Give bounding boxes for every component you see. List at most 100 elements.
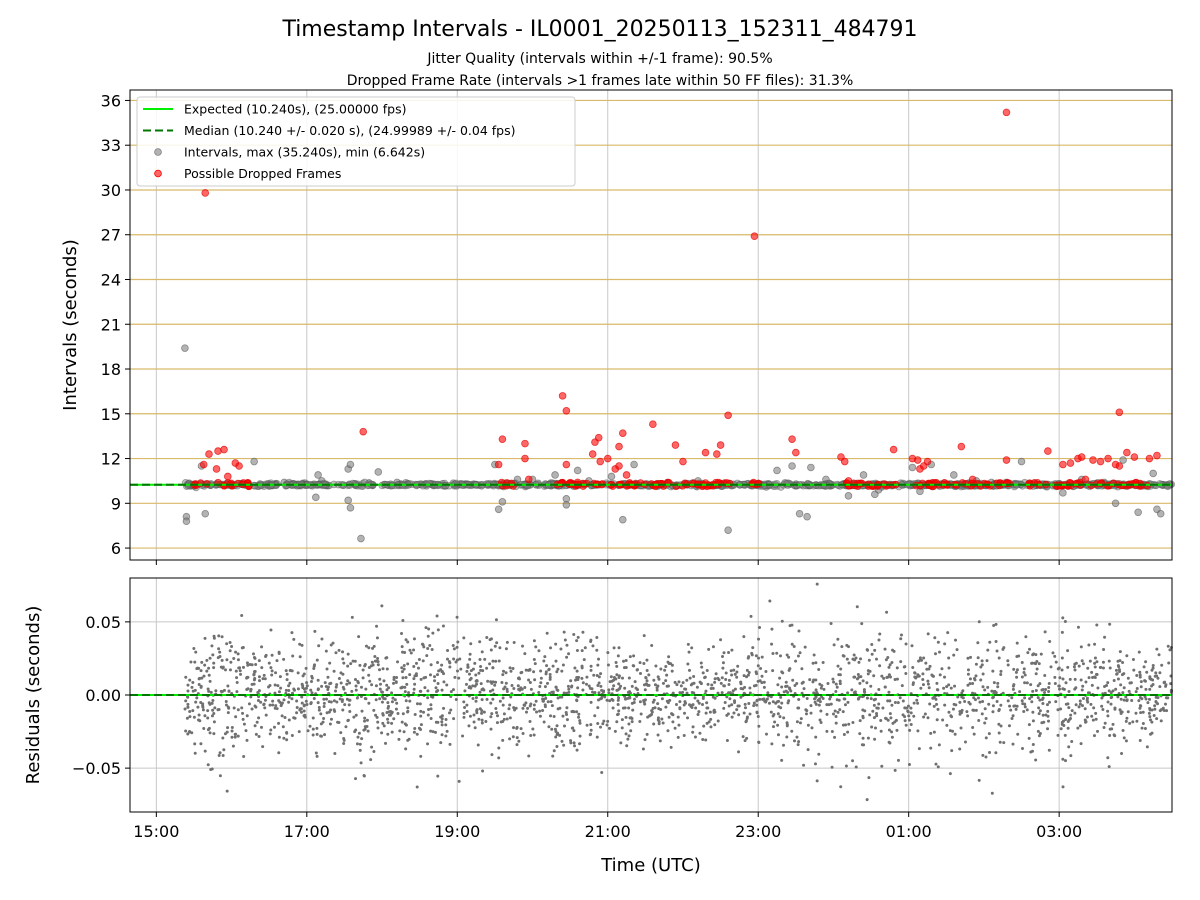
residual-point: [695, 685, 699, 689]
residual-point: [954, 638, 958, 642]
residual-point: [505, 640, 509, 644]
residual-point: [269, 666, 273, 670]
residual-point: [671, 691, 675, 695]
residual-point: [508, 703, 512, 707]
residual-point: [386, 721, 390, 725]
residual-point: [1076, 726, 1080, 730]
interval-point-42: [844, 492, 853, 500]
residual-point: [1027, 736, 1031, 740]
residual-point: [419, 709, 423, 713]
residual-point: [1106, 714, 1110, 718]
residual-point: [719, 681, 723, 685]
residual-point: [201, 702, 205, 706]
interval-point-39: [803, 512, 811, 521]
residual-point: [292, 687, 296, 691]
residual-point: [1031, 710, 1035, 714]
residual-point: [1043, 690, 1047, 694]
residual-point: [311, 727, 315, 731]
residual-point: [341, 672, 345, 676]
residual-point: [739, 680, 743, 684]
residual-point: [534, 645, 538, 649]
residual-point: [1047, 682, 1051, 686]
residual-point: [926, 679, 930, 683]
residual-point: [527, 754, 531, 758]
residual-point: [949, 714, 953, 718]
residual-point: [966, 672, 970, 676]
residual-point: [846, 691, 850, 695]
residual-point: [277, 721, 281, 725]
residual-point: [379, 682, 383, 686]
residual-point: [733, 672, 737, 676]
residual-point: [277, 751, 281, 755]
residual-point: [886, 656, 890, 660]
residual-point: [188, 709, 192, 713]
residual-point: [713, 680, 717, 684]
residual-point: [779, 695, 783, 699]
residual-point: [435, 614, 439, 618]
residual-point: [899, 637, 903, 641]
residual-point: [415, 702, 419, 706]
residual-point: [234, 669, 238, 673]
residual-point: [401, 712, 405, 716]
residual-point: [1025, 708, 1029, 712]
residual-point: [950, 749, 954, 753]
residual-point: [191, 681, 195, 685]
residual-point: [427, 627, 431, 631]
residual-point: [433, 730, 437, 734]
residual-point: [628, 716, 632, 720]
residual-point: [665, 699, 669, 703]
dropped-frame-point-13: [521, 454, 529, 463]
residual-point: [285, 738, 289, 742]
residual-point: [270, 653, 274, 657]
residual-point: [482, 688, 486, 692]
residual-point: [935, 702, 939, 706]
residual-point: [325, 711, 329, 715]
residual-point: [305, 684, 309, 688]
residual-point: [832, 680, 836, 684]
residual-point: [1015, 641, 1019, 645]
residual-point: [866, 736, 870, 740]
residual-point: [354, 684, 358, 688]
residual-point: [969, 655, 973, 659]
residual-point: [896, 701, 900, 705]
dropped-frame-point-49: [968, 475, 977, 484]
residual-point: [285, 672, 289, 676]
residual-point: [1135, 719, 1139, 723]
residual-point: [197, 682, 201, 686]
residual-point: [724, 678, 728, 682]
residual-point: [932, 730, 936, 734]
residual-point: [844, 764, 848, 768]
residual-point: [767, 701, 771, 705]
residual-point: [206, 687, 210, 691]
residual-point: [907, 718, 911, 722]
residual-point: [555, 724, 559, 728]
residual-point: [376, 726, 380, 730]
residual-point: [625, 744, 629, 748]
residual-point: [771, 669, 775, 673]
residual-point: [804, 712, 808, 716]
residual-point: [394, 681, 398, 685]
residual-point: [933, 652, 937, 656]
residual-point: [521, 644, 525, 648]
residual-point: [691, 730, 695, 734]
residual-point: [210, 644, 214, 648]
residual-point: [349, 662, 353, 666]
residual-point: [979, 665, 983, 669]
residual-point: [593, 714, 597, 718]
residual-point: [184, 675, 188, 679]
residual-point: [1148, 708, 1152, 712]
residual-point: [551, 754, 555, 758]
residual-point: [747, 701, 751, 705]
residual-point: [884, 658, 888, 662]
residual-point: [705, 669, 709, 673]
residual-point: [343, 703, 347, 707]
residual-point: [661, 681, 665, 685]
residual-point: [778, 654, 782, 658]
residual-point: [895, 728, 899, 732]
residual-point: [869, 684, 873, 688]
residual-point: [1031, 743, 1035, 747]
residual-point: [245, 687, 249, 691]
residual-point: [711, 645, 715, 649]
residual-point: [495, 641, 499, 645]
